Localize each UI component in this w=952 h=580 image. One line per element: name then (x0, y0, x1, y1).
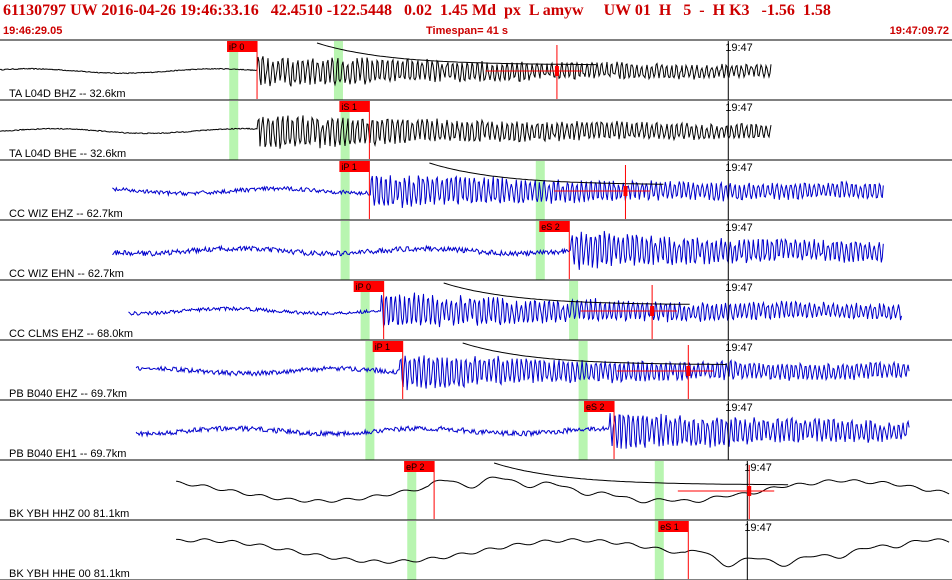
station-label[interactable]: BK YBH HHE 00 81.1km (9, 568, 130, 580)
waveform-trace-4 (112, 230, 884, 270)
phase-pick-label[interactable]: eS 2 (586, 402, 605, 412)
station-label[interactable]: CC WIZ EHN -- 62.7km (9, 268, 124, 280)
phase-pick-flag[interactable] (539, 221, 570, 232)
time-tick-label: 19:47 (725, 42, 753, 54)
time-tick-label: 19:47 (725, 162, 753, 174)
analysis-window-9-1 (407, 521, 417, 580)
analysis-window-1-1 (229, 41, 239, 100)
amplitude-marker-box (650, 306, 655, 316)
phase-pick-label[interactable]: iS 1 (341, 102, 357, 112)
station-label[interactable]: CC WIZ EHZ -- 62.7km (9, 208, 123, 220)
phase-pick-flag[interactable] (339, 101, 370, 112)
time-tick-label: 19:47 (725, 342, 753, 354)
phase-pick-label[interactable]: iP 1 (341, 162, 356, 172)
analysis-window-2-2 (340, 101, 350, 160)
phase-pick-flag[interactable] (339, 161, 370, 172)
waveform-trace-9 (176, 538, 950, 568)
time-tick-label: 19:47 (725, 222, 753, 234)
time-tick-label: 19:47 (725, 282, 753, 294)
analysis-window-4-1 (340, 221, 350, 280)
time-tick-label: 19:47 (744, 522, 772, 534)
amplitude-marker-box (554, 66, 559, 76)
analysis-window-9-2 (654, 521, 664, 580)
waveform-trace-3 (112, 175, 884, 209)
phase-pick-flag[interactable] (584, 401, 615, 412)
coda-fit-curve (462, 342, 727, 365)
event-summary: 61130797 UW 2016-04-26 19:46:33.16 42.45… (3, 2, 831, 19)
analysis-window-2-1 (229, 101, 239, 160)
phase-pick-flag[interactable] (353, 281, 384, 292)
end-time: 19:47:09.72 (889, 25, 949, 37)
station-label[interactable]: CC CLMS EHZ -- 68.0km (9, 328, 133, 340)
coda-fit-curve (429, 162, 664, 185)
phase-pick-label[interactable]: eS 2 (541, 222, 560, 232)
phase-pick-flag[interactable] (227, 41, 258, 52)
amplitude-marker-box (686, 366, 691, 376)
phase-pick-flag[interactable] (372, 341, 403, 352)
analysis-window-3-1 (340, 161, 350, 220)
station-label[interactable]: BK YBH HHZ 00 81.1km (9, 508, 129, 520)
time-tick-label: 19:47 (744, 462, 772, 474)
coda-fit-curve (443, 282, 690, 305)
phase-pick-label[interactable]: iP 0 (229, 42, 244, 52)
waveform-trace-1 (0, 56, 772, 87)
waveform-trace-6 (135, 355, 910, 391)
station-label[interactable]: PB B040 EH1 -- 69.7km (9, 448, 126, 460)
waveform-trace-5 (128, 292, 902, 329)
phase-pick-label[interactable]: iP 1 (375, 342, 390, 352)
amplitude-marker-box (747, 486, 752, 496)
analysis-window-7-1 (365, 401, 375, 460)
phase-pick-label[interactable]: eS 1 (660, 522, 679, 532)
time-tick-label: 19:47 (725, 402, 753, 414)
station-label[interactable]: TA L04D BHZ -- 32.6km (9, 88, 126, 100)
analysis-window-5-1 (360, 281, 370, 340)
start-time: 19:46:29.05 (3, 25, 63, 37)
phase-pick-flag[interactable] (404, 461, 435, 472)
timespan: Timespan= 41 s (426, 25, 509, 37)
coda-fit-curve (493, 462, 789, 486)
waveform-trace-7 (135, 413, 910, 449)
coda-fit-curve (316, 42, 596, 66)
event-header: 61130797 UW 2016-04-26 19:46:33.16 42.45… (0, 0, 952, 40)
station-label[interactable]: PB B040 EHZ -- 69.7km (9, 388, 127, 400)
phase-pick-label[interactable]: eP 2 (406, 462, 424, 472)
phase-pick-flag[interactable] (658, 521, 689, 532)
waveform-trace-2 (0, 115, 772, 149)
amplitude-marker-box (623, 186, 628, 196)
time-tick-label: 19:47 (725, 102, 753, 114)
analysis-window-8-2 (654, 461, 664, 520)
station-label[interactable]: TA L04D BHE -- 32.6km (9, 148, 126, 160)
phase-pick-label[interactable]: iP 0 (356, 282, 371, 292)
waveform-trace-8 (176, 476, 950, 504)
